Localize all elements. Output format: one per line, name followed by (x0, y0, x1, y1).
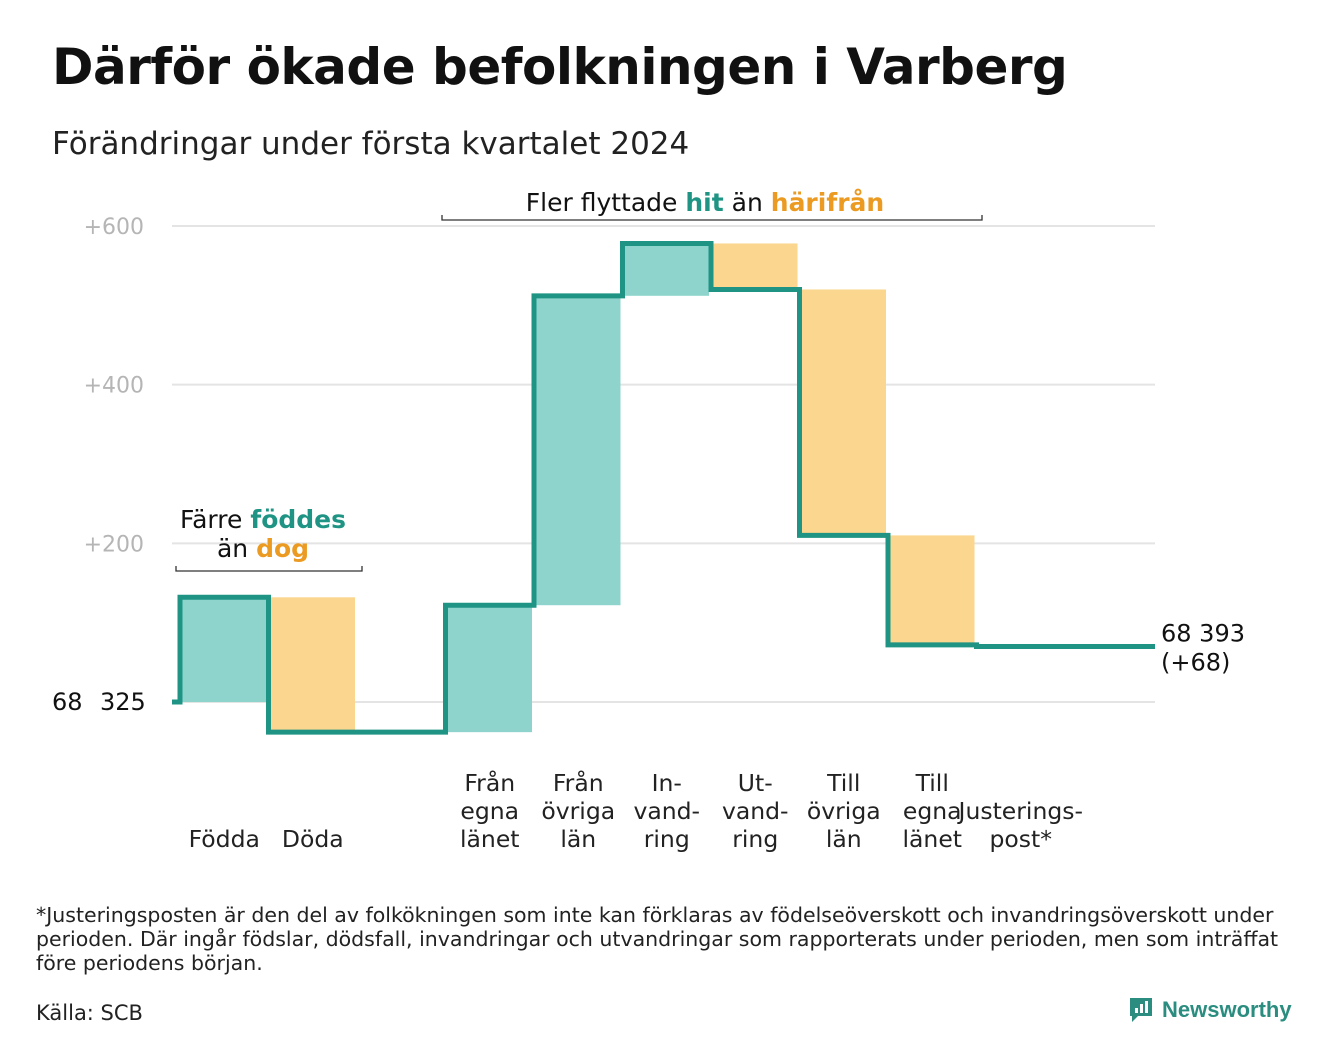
bar (534, 295, 621, 606)
source-label: Källa: SCB (36, 1001, 143, 1025)
annotation-text: än (724, 188, 771, 217)
births-annotation: Färre föddes (180, 505, 346, 534)
births-annotation: än dog (217, 534, 309, 563)
bar (445, 605, 532, 733)
start-value-label: 325 (100, 688, 146, 716)
x-category-label: Från (464, 769, 515, 797)
annotation-text: än (217, 534, 256, 563)
bar-layer (180, 243, 975, 733)
footnote: *Justeringsposten är den del av folkökni… (36, 903, 1279, 975)
start-value-label: 68 (52, 688, 83, 716)
brand-logo[interactable]: Newsworthy (1128, 996, 1292, 1024)
end-value-label: 68 393 (1161, 619, 1245, 647)
x-category-label: ring (732, 825, 778, 853)
x-category-label: övriga (541, 797, 615, 825)
y-tick-label: +200 (84, 532, 144, 557)
x-category-label: Justerings- (957, 797, 1083, 825)
newsworthy-icon (1130, 998, 1152, 1022)
x-category-label: Från (553, 769, 604, 797)
x-category-label: post* (989, 825, 1052, 853)
brand-name: Newsworthy (1162, 997, 1292, 1022)
x-category-label: vand- (722, 797, 789, 825)
x-category-label: vand- (633, 797, 700, 825)
bar (888, 535, 975, 645)
x-category-label: Födda (189, 825, 260, 853)
annotation-text: Fler flyttade (526, 188, 686, 217)
annotation-text: Färre (180, 505, 250, 534)
x-category-label: Till (826, 769, 860, 797)
y-tick-label: +400 (84, 374, 144, 399)
bar (622, 243, 709, 296)
births-bracket (175, 566, 363, 572)
x-category-label: egna (903, 797, 962, 825)
end-change-label: (+68) (1161, 648, 1230, 676)
x-category-label: In- (652, 769, 682, 797)
x-category-label: egna (460, 797, 519, 825)
x-category-label: länet (460, 825, 520, 853)
bar (268, 597, 355, 733)
x-category-label: övriga (807, 797, 881, 825)
x-category-label: Döda (282, 825, 344, 853)
cumulative-step-line (172, 240, 1155, 735)
annotation-highlight-in: föddes (250, 505, 346, 534)
chart-subtitle: Förändringar under första kvartalet 2024 (52, 126, 690, 162)
bar (711, 243, 798, 290)
waterfall-chart: +200+400+600 Födda DödaFrånegnalänetFrånö… (52, 188, 1245, 853)
x-category-label: länet (903, 825, 963, 853)
label-layer: Födda DödaFrånegnalänetFrånövrigalänIn-va… (52, 619, 1245, 853)
migration-annotation: Fler flyttade hit än härifrån (526, 188, 884, 217)
migration-bracket (441, 215, 983, 221)
y-tick-label: +600 (84, 215, 144, 240)
annotation-highlight-out: härifrån (771, 188, 884, 217)
x-category-label: Till (915, 769, 949, 797)
x-category-label: Ut- (738, 769, 773, 797)
bar (180, 597, 267, 702)
x-category-label: ring (644, 825, 690, 853)
annotation-highlight-out: dog (256, 534, 309, 563)
annotation-highlight-in: hit (685, 188, 723, 217)
x-category-label: län (560, 825, 596, 853)
bar (799, 289, 886, 536)
x-category-label: län (826, 825, 862, 853)
chart-title: Därför ökade befolkningen i Varberg (52, 38, 1068, 96)
